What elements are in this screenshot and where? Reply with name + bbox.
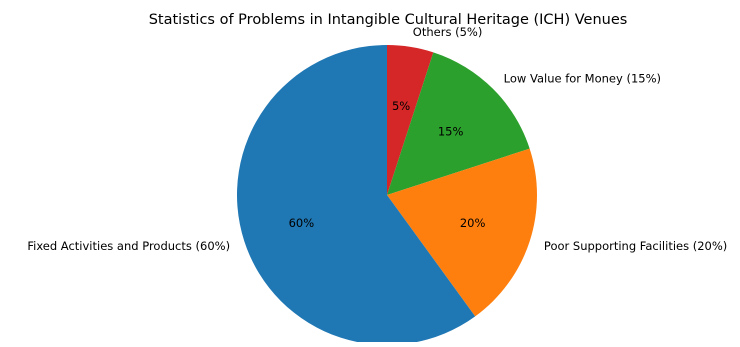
percent-label-others: 5% [392,99,410,113]
percent-label-fixed-activities-and-products: 60% [289,216,315,230]
category-label-poor-supporting-facilities: Poor Supporting Facilities (20%) [544,239,727,253]
chart-title: Statistics of Problems in Intangible Cul… [149,12,628,28]
category-labels: Others (5%) Low Value for Money (15%) Poor… [27,25,727,253]
slice-low-value-for-money [387,52,530,195]
percent-label-low-value-for-money: 15% [438,124,464,138]
percent-label-poor-supporting-facilities: 20% [460,216,486,230]
category-label-fixed-activities-and-products: Fixed Activities and Products (60%) [27,239,230,253]
category-label-low-value-for-money: Low Value for Money (15%) [504,71,661,85]
slice-poor-supporting-facilities [387,148,537,317]
slice-fixed-activities-and-products [236,45,476,346]
percent-labels: 5% 15% 20% 60% [289,99,486,230]
category-label-others: Others (5%) [413,25,483,39]
slice-others [387,45,434,195]
pie-slices [236,45,537,346]
